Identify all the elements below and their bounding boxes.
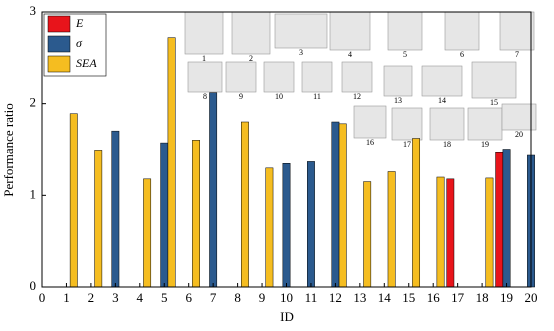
inset-label: 18 (443, 140, 451, 149)
inset-label: 2 (249, 54, 253, 63)
bar (307, 161, 315, 288)
x-tick-label: 17 (451, 290, 465, 305)
bar (331, 121, 340, 288)
x-tick-label: 3 (112, 290, 119, 305)
inset-image (501, 103, 537, 131)
inset-label: 20 (515, 130, 523, 139)
inset-image (499, 11, 535, 51)
inset-label: 6 (460, 50, 464, 59)
inset-label: 4 (348, 50, 352, 59)
inset-label: 14 (438, 96, 446, 105)
x-tick-label: 0 (39, 290, 46, 305)
bar (446, 178, 455, 288)
legend-swatch (47, 15, 71, 33)
inset-image (231, 11, 271, 55)
inset-label: 16 (366, 138, 374, 147)
bar (363, 181, 372, 288)
bar (502, 149, 511, 288)
bar (241, 121, 249, 288)
x-tick-label: 8 (234, 290, 241, 305)
x-tick-label: 5 (161, 290, 168, 305)
bar (485, 177, 494, 288)
inset-label: 12 (353, 92, 361, 101)
bar (265, 167, 274, 288)
inset-image (429, 107, 465, 141)
inset-label: 10 (275, 92, 283, 101)
inset-label: 5 (403, 50, 407, 59)
bar (338, 123, 347, 288)
x-tick-label: 11 (305, 290, 318, 305)
bar (209, 92, 218, 288)
x-tick-label: 6 (185, 290, 192, 305)
bar (160, 142, 169, 288)
inset-image (263, 61, 295, 93)
x-tick-label: 12 (329, 290, 342, 305)
inset-label: 1 (202, 54, 206, 63)
inset-image (421, 65, 463, 97)
inset-image (187, 61, 223, 93)
y-axis-label: Performance ratio (1, 103, 16, 196)
inset-image (387, 11, 423, 51)
bar (111, 130, 120, 288)
x-tick-label: 13 (353, 290, 366, 305)
inset-image (353, 105, 387, 139)
inset-image (301, 61, 333, 93)
y-tick-label: 1 (30, 186, 37, 201)
inset-label: 3 (299, 48, 303, 57)
bar (192, 140, 200, 288)
bar (436, 176, 445, 288)
x-tick-label: 14 (378, 290, 392, 305)
x-tick-label: 20 (525, 290, 538, 305)
y-tick-label: 3 (30, 3, 37, 18)
x-tick-label: 1 (63, 290, 70, 305)
inset-image (341, 61, 373, 93)
bar (143, 178, 152, 288)
y-tick-label: 0 (30, 278, 37, 293)
x-tick-label: 15 (402, 290, 415, 305)
inset-image (391, 107, 423, 141)
x-tick-label: 16 (427, 290, 441, 305)
inset-label: 17 (403, 140, 411, 149)
x-tick-label: 4 (137, 290, 144, 305)
inset-label: 13 (394, 96, 402, 105)
x-axis-label: ID (280, 309, 294, 324)
inset-image (329, 11, 371, 51)
inset-label: 7 (515, 50, 519, 59)
bar (69, 113, 78, 288)
legend-swatch (47, 35, 71, 53)
bar (495, 152, 504, 288)
inset-label: 11 (313, 92, 321, 101)
x-tick-label: 18 (476, 290, 489, 305)
inset-image (274, 13, 328, 49)
legend-label: σ (76, 36, 83, 50)
x-tick-label: 2 (88, 290, 95, 305)
inset-image (471, 61, 517, 99)
bar (387, 171, 396, 288)
inset-label: 9 (239, 92, 243, 101)
inset-label: 15 (490, 98, 498, 107)
legend-label: E (75, 16, 84, 30)
legend-label: SEA (76, 56, 97, 70)
x-tick-label: 10 (280, 290, 293, 305)
inset-image (184, 11, 224, 55)
bar (94, 150, 103, 288)
bar (282, 163, 291, 288)
inset-image (444, 11, 480, 51)
inset-image (467, 107, 503, 141)
x-tick-label: 19 (500, 290, 513, 305)
inset-label: 8 (203, 92, 207, 101)
y-tick-label: 2 (30, 95, 37, 110)
bar (412, 138, 421, 288)
inset-label: 19 (481, 140, 489, 149)
bar (167, 37, 176, 288)
x-tick-label: 7 (210, 290, 217, 305)
legend-swatch (47, 55, 71, 73)
x-tick-label: 9 (259, 290, 266, 305)
inset-image (225, 61, 257, 93)
inset-image (383, 65, 413, 97)
